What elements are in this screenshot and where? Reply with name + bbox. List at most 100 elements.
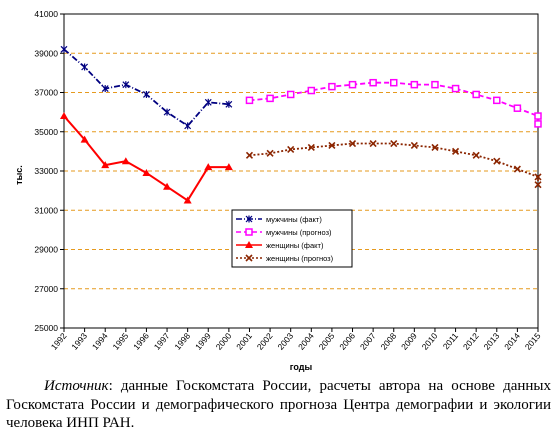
x-axis-label: годы bbox=[290, 362, 313, 372]
x-tick-label: 2007 bbox=[358, 331, 378, 352]
data-point bbox=[369, 78, 377, 87]
source-caption: Источник: данные Госкомстата России, рас… bbox=[6, 377, 551, 433]
line-chart: 25000 27000 29000 31000 33000 35000 37000 39000… bbox=[14, 9, 543, 372]
data-point bbox=[369, 139, 377, 148]
data-point bbox=[451, 84, 460, 93]
series-2 bbox=[60, 112, 233, 204]
y-tick-label: 35000 bbox=[34, 127, 58, 137]
data-point bbox=[328, 82, 336, 91]
data-point bbox=[390, 139, 398, 148]
data-point bbox=[348, 80, 357, 89]
x-tick-label: 2008 bbox=[378, 331, 398, 352]
legend-entry: женщины (факт) bbox=[236, 241, 324, 250]
data-point bbox=[224, 163, 233, 171]
data-point bbox=[534, 120, 542, 128]
legend-entry: мужчины (факт) bbox=[236, 215, 322, 224]
series-line bbox=[249, 142, 539, 185]
x-tick-label: 2001 bbox=[234, 331, 254, 352]
data-point bbox=[163, 108, 171, 116]
data-point bbox=[513, 104, 522, 112]
series-0 bbox=[60, 45, 233, 130]
series-line bbox=[249, 81, 539, 124]
data-point bbox=[204, 163, 213, 171]
data-point bbox=[183, 196, 192, 204]
y-tick-label: 27000 bbox=[34, 284, 58, 294]
y-axis-label: тыс. bbox=[14, 165, 24, 185]
data-point bbox=[431, 80, 439, 89]
x-tick-label: 2002 bbox=[255, 331, 275, 352]
series-3 bbox=[245, 139, 542, 189]
data-point bbox=[245, 228, 253, 236]
series-layer bbox=[60, 45, 542, 204]
data-point bbox=[245, 241, 253, 248]
x-tick-label: 1996 bbox=[131, 331, 151, 352]
y-tick-label: 37000 bbox=[34, 88, 58, 98]
data-point bbox=[286, 90, 295, 99]
x-tick-label: 2012 bbox=[461, 331, 481, 352]
data-point bbox=[287, 145, 295, 153]
x-tick-label: 1995 bbox=[111, 331, 131, 352]
data-point bbox=[410, 80, 419, 89]
x-tick-label: 2013 bbox=[481, 331, 501, 352]
plot-area-frame bbox=[63, 13, 539, 329]
legend-label: мужчины (факт) bbox=[266, 215, 322, 224]
y-tick-label: 39000 bbox=[34, 48, 58, 58]
y-axis-ticks: 25000 27000 29000 31000 33000 35000 37000 39000… bbox=[34, 9, 64, 333]
y-tick-label: 31000 bbox=[34, 205, 58, 215]
data-point bbox=[245, 215, 253, 223]
data-point bbox=[307, 86, 316, 95]
data-point bbox=[80, 135, 89, 143]
x-tick-label: 2006 bbox=[337, 331, 357, 352]
data-point bbox=[534, 181, 542, 189]
caption-text: : данные Госкомстата России, расчеты авт… bbox=[6, 378, 551, 431]
data-point bbox=[534, 173, 542, 181]
x-tick-label: 2015 bbox=[523, 331, 543, 352]
data-point bbox=[101, 161, 110, 169]
legend-label: мужчины (прогноз) bbox=[266, 228, 332, 237]
x-tick-label: 2004 bbox=[296, 331, 316, 352]
series-line bbox=[63, 48, 229, 128]
data-point bbox=[410, 141, 418, 150]
data-point bbox=[245, 96, 254, 105]
caption-source-label: Источник bbox=[44, 378, 109, 394]
data-point bbox=[472, 90, 480, 99]
data-point bbox=[60, 45, 68, 53]
data-point bbox=[121, 157, 130, 165]
x-tick-label: 2003 bbox=[275, 331, 295, 352]
legend-entry: мужчины (прогноз) bbox=[236, 228, 332, 237]
x-tick-label: 1999 bbox=[193, 331, 213, 352]
data-point bbox=[307, 143, 315, 152]
data-point bbox=[81, 63, 89, 71]
data-point bbox=[142, 168, 151, 176]
y-tick-label: 33000 bbox=[34, 166, 58, 176]
data-point bbox=[225, 100, 233, 108]
data-point bbox=[472, 151, 480, 159]
data-point bbox=[389, 78, 398, 87]
data-point bbox=[493, 96, 501, 105]
data-point bbox=[513, 165, 521, 173]
x-tick-label: 1998 bbox=[172, 331, 192, 352]
x-tick-label: 2000 bbox=[214, 331, 234, 352]
x-tick-label: 1993 bbox=[69, 331, 89, 352]
y-tick-label: 25000 bbox=[34, 323, 58, 333]
data-point bbox=[493, 157, 501, 165]
x-tick-label: 1992 bbox=[49, 331, 69, 352]
x-tick-label: 1997 bbox=[152, 331, 172, 352]
data-point bbox=[101, 85, 109, 93]
x-tick-label: 2014 bbox=[502, 331, 522, 352]
data-point bbox=[122, 81, 130, 89]
data-point bbox=[266, 149, 274, 157]
x-tick-label: 2010 bbox=[420, 331, 440, 352]
data-point bbox=[163, 182, 172, 190]
data-point bbox=[60, 112, 68, 120]
data-point bbox=[431, 143, 439, 152]
x-tick-label: 2011 bbox=[441, 331, 461, 352]
x-tick-label: 2009 bbox=[399, 331, 419, 352]
data-point bbox=[534, 112, 542, 120]
data-point bbox=[328, 141, 336, 150]
data-point bbox=[451, 147, 460, 155]
data-point bbox=[204, 98, 212, 106]
legend-label: женщины (прогноз) bbox=[266, 254, 334, 263]
data-point bbox=[245, 151, 254, 159]
legend-label: женщины (факт) bbox=[266, 241, 324, 250]
